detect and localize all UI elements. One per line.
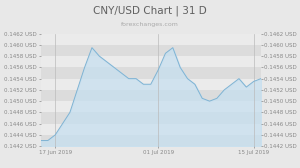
Text: CNY/USD Chart | 31 D: CNY/USD Chart | 31 D [93,5,207,16]
Bar [40,135,261,146]
Bar [40,56,261,67]
Bar [40,90,261,101]
Bar [40,124,261,135]
Bar [40,67,261,79]
Bar [40,79,261,90]
Text: forexchanges.com: forexchanges.com [121,22,179,27]
Bar [40,34,261,45]
Bar [40,101,261,112]
Bar [40,112,261,124]
Bar [40,45,261,56]
